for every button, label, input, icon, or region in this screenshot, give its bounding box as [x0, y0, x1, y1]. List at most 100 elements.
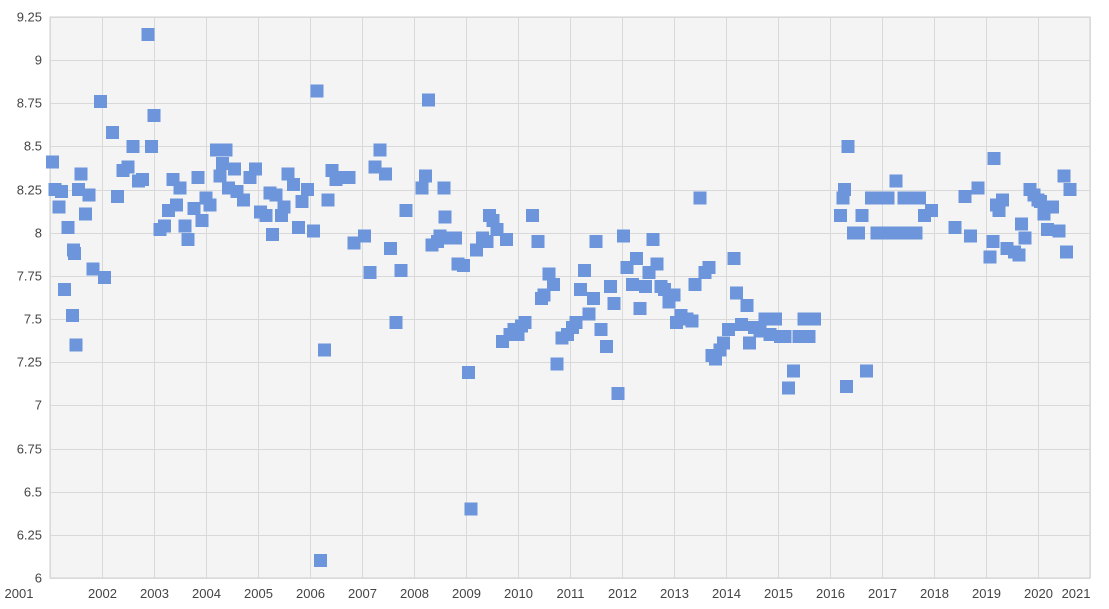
- data-point: [833, 209, 847, 222]
- y-tick-label: 6.25: [17, 528, 42, 543]
- data-point: [310, 84, 324, 98]
- data-point: [72, 183, 86, 197]
- data-point: [384, 241, 398, 255]
- data-point: [807, 312, 821, 326]
- x-tick-label: 2001: [5, 586, 34, 601]
- data-point: [422, 93, 436, 107]
- data-point: [987, 152, 1001, 165]
- data-point: [573, 283, 587, 297]
- x-tick-label: 2011: [557, 586, 585, 601]
- data-point: [500, 233, 514, 247]
- data-points: [46, 27, 1077, 568]
- gridlines: [50, 17, 1091, 579]
- data-point: [216, 157, 230, 171]
- data-point: [1063, 183, 1077, 197]
- data-point: [753, 324, 767, 338]
- data-point: [1057, 169, 1071, 183]
- x-tick-label: 2015: [764, 586, 793, 601]
- data-point: [300, 183, 314, 197]
- data-point: [418, 169, 432, 183]
- data-point: [105, 126, 119, 140]
- data-point: [594, 322, 608, 336]
- data-point: [667, 288, 681, 302]
- x-tick-label: 2017: [868, 586, 897, 601]
- data-point: [437, 181, 451, 195]
- data-point: [121, 160, 135, 174]
- data-point: [181, 233, 195, 247]
- data-point: [802, 329, 816, 343]
- y-tick-label: 8.75: [17, 96, 42, 111]
- data-point: [604, 279, 618, 293]
- data-point: [266, 228, 280, 241]
- data-point: [840, 379, 854, 393]
- data-point: [277, 200, 291, 214]
- data-point: [638, 279, 652, 293]
- data-point: [389, 316, 403, 329]
- y-tick-label: 7.5: [24, 312, 42, 327]
- data-point: [983, 250, 997, 264]
- x-tick-label: 2013: [660, 586, 689, 601]
- data-point: [65, 309, 79, 323]
- data-point: [630, 252, 644, 266]
- data-point: [74, 167, 88, 181]
- data-point: [394, 264, 408, 278]
- data-point: [269, 188, 283, 202]
- data-point: [963, 229, 977, 243]
- data-point: [203, 198, 217, 212]
- data-point: [456, 259, 470, 273]
- data-point: [889, 174, 903, 188]
- data-point: [292, 221, 306, 235]
- data-point: [1012, 248, 1026, 262]
- data-point: [295, 195, 309, 209]
- data-point: [865, 191, 879, 205]
- data-point: [729, 286, 743, 300]
- data-point: [859, 364, 873, 378]
- x-tick-label: 2020: [1024, 586, 1053, 601]
- data-point: [1046, 200, 1060, 214]
- data-point: [909, 226, 923, 240]
- data-point: [650, 257, 664, 271]
- data-point: [797, 312, 811, 326]
- x-tick-label: 2002: [88, 586, 117, 601]
- y-tick-label: 6.75: [17, 442, 42, 457]
- data-point: [342, 171, 356, 184]
- data-point: [86, 262, 100, 276]
- data-point: [236, 193, 250, 207]
- data-point: [537, 288, 551, 302]
- data-point: [1014, 217, 1028, 231]
- data-point: [958, 190, 972, 203]
- data-point: [625, 278, 639, 292]
- y-tick-label: 7.75: [17, 269, 42, 284]
- data-point: [716, 336, 730, 350]
- data-point: [144, 140, 158, 153]
- data-point: [228, 162, 242, 176]
- data-point: [693, 191, 707, 205]
- y-tick-label: 7: [35, 398, 42, 413]
- y-tick-label: 6: [35, 571, 42, 586]
- y-tick-label: 8: [35, 226, 42, 241]
- data-point: [58, 283, 72, 297]
- data-point: [838, 183, 852, 197]
- x-tick-label: 2014: [712, 586, 741, 601]
- x-axis-tick-labels: 2001 2002 2003 2004 2005 2006 2007 2008 2009 2010…: [5, 586, 1091, 601]
- data-point: [688, 278, 702, 292]
- data-point: [191, 171, 205, 184]
- data-point: [82, 188, 96, 202]
- data-point: [46, 155, 60, 169]
- data-point: [449, 231, 463, 245]
- data-point: [1034, 195, 1048, 209]
- data-point: [531, 234, 545, 248]
- data-point: [702, 260, 716, 274]
- data-point: [195, 214, 209, 228]
- data-point: [722, 322, 736, 336]
- data-point: [881, 191, 895, 205]
- data-point: [518, 316, 532, 329]
- data-point: [740, 298, 754, 312]
- data-point: [992, 203, 1006, 217]
- x-tick-label: 2006: [296, 586, 325, 601]
- data-point: [147, 108, 161, 122]
- data-point: [213, 169, 227, 183]
- data-point: [415, 181, 429, 195]
- data-point: [69, 338, 83, 352]
